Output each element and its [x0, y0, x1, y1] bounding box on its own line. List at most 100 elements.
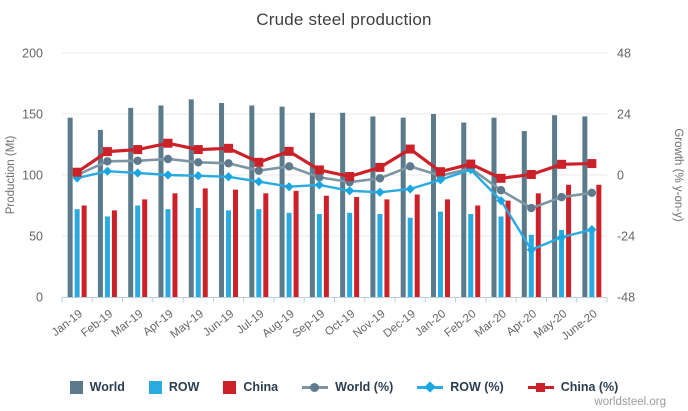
world-marker-feb-19 — [103, 157, 112, 166]
china-bar-oct-19 — [354, 196, 360, 297]
china-marker-dec-19 — [405, 144, 415, 154]
legend-marker-icon — [310, 382, 320, 392]
row-marker-feb-19 — [102, 166, 113, 176]
x-axis-label-mar-19: Mar-19 — [109, 308, 145, 340]
world-bar-jan-20 — [430, 114, 436, 297]
china-bar-may-19 — [202, 188, 208, 297]
china-bar-mar-19 — [142, 199, 148, 297]
china-marker-mar-20 — [496, 173, 506, 183]
row-marker-jan-20 — [435, 175, 446, 185]
legend-swatch-line-circle-icon — [302, 381, 329, 394]
china-marker-sep-19 — [314, 165, 324, 175]
left-axis-tick-label: 200 — [22, 47, 43, 61]
row-bar-oct-19 — [347, 212, 353, 297]
legend-item-china[interactable]: China (%) — [527, 380, 618, 394]
china-bar-jan-19 — [81, 205, 87, 297]
row-bar-apr-20 — [528, 234, 534, 297]
left-axis-title: Production (Mt) — [5, 136, 17, 215]
row-bar-may-19 — [195, 207, 201, 297]
world-marker-dec-19 — [405, 162, 415, 171]
row-bar-mar-19 — [135, 205, 141, 297]
right-axis-tick-label: -24 — [617, 230, 635, 244]
row-marker-may-20 — [556, 232, 567, 242]
row-marker-apr-19 — [163, 170, 173, 180]
world-bar-apr-19 — [158, 105, 164, 298]
row-bar-feb-20 — [468, 214, 474, 297]
legend-swatch-square-icon — [148, 380, 162, 394]
china-line — [76, 141, 592, 180]
china-bar-jul-19 — [263, 193, 269, 297]
world-marker-sep-19 — [315, 173, 324, 182]
row-marker-mar-19 — [133, 168, 143, 178]
china-marker-jan-20 — [435, 167, 445, 177]
china-marker-jan-19 — [72, 167, 82, 177]
legend-label: ROW — [168, 380, 200, 394]
china-bar-feb-19 — [111, 210, 117, 297]
china-bar-june-20 — [596, 184, 602, 297]
row-bar-apr-19 — [165, 209, 171, 297]
china-bar-jun-19 — [233, 189, 239, 297]
world-marker-may-20 — [557, 192, 566, 202]
world-bar-apr-20 — [521, 131, 527, 297]
china-marker-feb-20 — [466, 159, 476, 169]
row-marker-dec-19 — [405, 184, 415, 194]
legend-swatch-line-square-icon — [527, 381, 554, 394]
world-marker-aug-19 — [284, 162, 294, 171]
china-marker-nov-19 — [375, 162, 385, 172]
china-marker-june-20 — [587, 159, 597, 169]
china-marker-jun-19 — [224, 143, 234, 153]
x-axis-label-may-19: May-19 — [168, 308, 206, 341]
row-marker-may-19 — [193, 171, 203, 181]
legend-item-world[interactable]: World — [69, 380, 125, 394]
legend-label: World (%) — [335, 380, 394, 394]
chart-legend: World ROW China World (%) ROW (%) China (%) — [0, 380, 688, 394]
world-bar-feb-19 — [97, 129, 103, 297]
row-bar-aug-19 — [286, 212, 292, 297]
row-bar-jun-19 — [226, 210, 232, 297]
legend-item-world[interactable]: World (%) — [302, 380, 393, 394]
china-marker-oct-19 — [345, 172, 355, 182]
world-marker-jul-19 — [254, 166, 264, 175]
chart-plot-area: 0 50 100 150 200 -48 -24 0 24 48 Jan-19Feb-19Mar-1… — [5, 47, 684, 343]
china-bar-dec-19 — [414, 194, 420, 297]
china-marker-jul-19 — [254, 157, 264, 167]
chart-title: Crude steel production — [256, 10, 432, 29]
row-bar-jan-20 — [437, 211, 443, 297]
legend-label: China — [243, 380, 279, 394]
left-axis-tick-label: 0 — [36, 291, 43, 305]
row-bar-may-20 — [559, 229, 565, 297]
legend-swatch-line-diamond-icon — [417, 381, 444, 394]
world-marker-jun-19 — [224, 159, 233, 168]
row-marker-june-20 — [587, 225, 597, 235]
row-marker-oct-19 — [345, 186, 355, 196]
row-line — [76, 168, 593, 252]
left-axis-tick-label: 150 — [22, 108, 43, 122]
china-bar-sep-19 — [323, 195, 329, 297]
china-bar-mar-20 — [505, 200, 511, 297]
x-axis-label-jun-19: Jun-19 — [201, 308, 236, 339]
legend-item-china[interactable]: China — [223, 380, 278, 394]
china-bar-may-20 — [566, 184, 572, 297]
x-axis-label-dec-19: Dec-19 — [381, 308, 418, 340]
world-marker-mar-20 — [496, 186, 506, 195]
world-marker-june-20 — [587, 188, 597, 197]
row-marker-apr-20 — [526, 245, 536, 255]
world-bar-jan-19 — [67, 117, 73, 297]
row-bar-feb-19 — [104, 216, 110, 297]
right-axis-title: Growth (% y-on-y) — [672, 128, 684, 221]
row-marker-mar-20 — [496, 196, 506, 206]
world-bar-may-20 — [552, 115, 558, 297]
china-bar-aug-19 — [293, 190, 299, 297]
right-axis-tick-label: -48 — [617, 291, 635, 305]
china-marker-mar-19 — [133, 145, 143, 155]
row-bar-sep-19 — [316, 214, 322, 297]
world-bar-june-20 — [582, 116, 588, 297]
world-bar-aug-19 — [279, 106, 285, 298]
legend-item-row[interactable]: ROW — [148, 380, 200, 394]
x-axis-label-mar-20: Mar-20 — [473, 308, 509, 340]
x-axis-label-feb-19: Feb-19 — [79, 308, 115, 340]
legend-item-row[interactable]: ROW (%) — [417, 380, 504, 394]
world-marker-nov-19 — [375, 174, 385, 183]
right-axis-tick-label: 24 — [617, 108, 631, 122]
row-bar-mar-20 — [498, 216, 504, 297]
